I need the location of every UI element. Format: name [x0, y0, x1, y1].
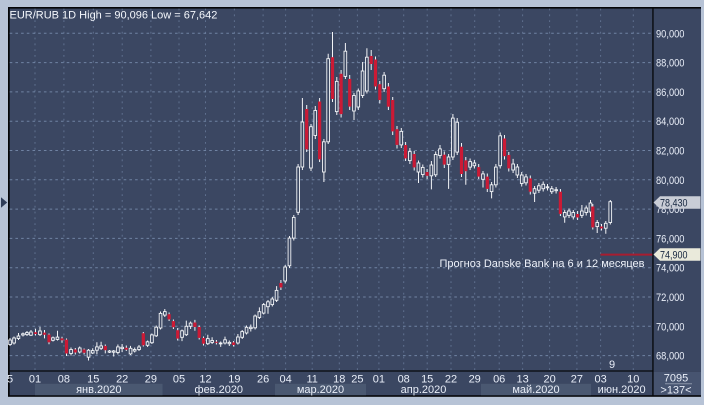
svg-text:янв.2020: янв.2020 [76, 384, 121, 396]
svg-text:29: 29 [469, 373, 481, 385]
svg-text:июн.2020: июн.2020 [598, 384, 646, 396]
svg-text:05: 05 [173, 373, 185, 385]
svg-text:84,000: 84,000 [656, 116, 685, 128]
svg-text:08: 08 [58, 373, 70, 385]
svg-text:EUR/RUB 1D High = 90,096 Low =: EUR/RUB 1D High = 90,096 Low = 67,642 [10, 10, 218, 22]
svg-text:68,000: 68,000 [656, 351, 685, 363]
svg-text:5: 5 [7, 373, 13, 385]
svg-text:76,000: 76,000 [656, 233, 685, 245]
svg-text:29: 29 [145, 373, 157, 385]
svg-text:27: 27 [571, 373, 583, 385]
svg-text:22: 22 [445, 373, 457, 385]
svg-text:Прогноз Danske Bank на 6 и 12: Прогноз Danske Bank на 6 и 12 месяцев [440, 258, 645, 270]
svg-text:апр.2020: апр.2020 [401, 384, 447, 396]
svg-text:19: 19 [228, 373, 240, 385]
svg-text:80,000: 80,000 [656, 175, 685, 187]
svg-text:мар.2020: мар.2020 [297, 384, 344, 396]
svg-text:74,900: 74,900 [660, 250, 688, 262]
svg-text:15: 15 [421, 373, 433, 385]
svg-text:04: 04 [279, 373, 291, 385]
svg-text:25: 25 [351, 373, 363, 385]
svg-text:01: 01 [29, 373, 41, 385]
svg-text:15: 15 [87, 373, 99, 385]
svg-text:12: 12 [199, 373, 211, 385]
svg-text:88,000: 88,000 [656, 58, 685, 70]
svg-text:03: 03 [594, 373, 606, 385]
svg-text:86,000: 86,000 [656, 87, 685, 99]
svg-text:18: 18 [333, 373, 345, 385]
svg-text:11: 11 [306, 373, 317, 385]
svg-text:20: 20 [543, 373, 555, 385]
svg-text:9: 9 [609, 359, 615, 371]
svg-text:13: 13 [516, 373, 528, 385]
svg-text:01: 01 [373, 373, 385, 385]
svg-text:08: 08 [398, 373, 410, 385]
svg-text:10: 10 [627, 373, 639, 385]
svg-text:06: 06 [493, 373, 505, 385]
svg-text:70,000: 70,000 [656, 321, 685, 333]
svg-text:72,000: 72,000 [656, 292, 685, 304]
svg-text:22: 22 [116, 373, 128, 385]
svg-text:90,000: 90,000 [656, 28, 685, 40]
svg-text:78,430: 78,430 [660, 198, 688, 210]
svg-text:фев.2020: фев.2020 [195, 384, 244, 396]
svg-text:>137<: >137< [660, 385, 691, 397]
svg-text:82,000: 82,000 [656, 146, 685, 158]
svg-text:74,000: 74,000 [656, 263, 685, 275]
svg-text:7095: 7095 [664, 373, 688, 385]
svg-text:май.2020: май.2020 [512, 384, 559, 396]
svg-text:26: 26 [257, 373, 269, 385]
